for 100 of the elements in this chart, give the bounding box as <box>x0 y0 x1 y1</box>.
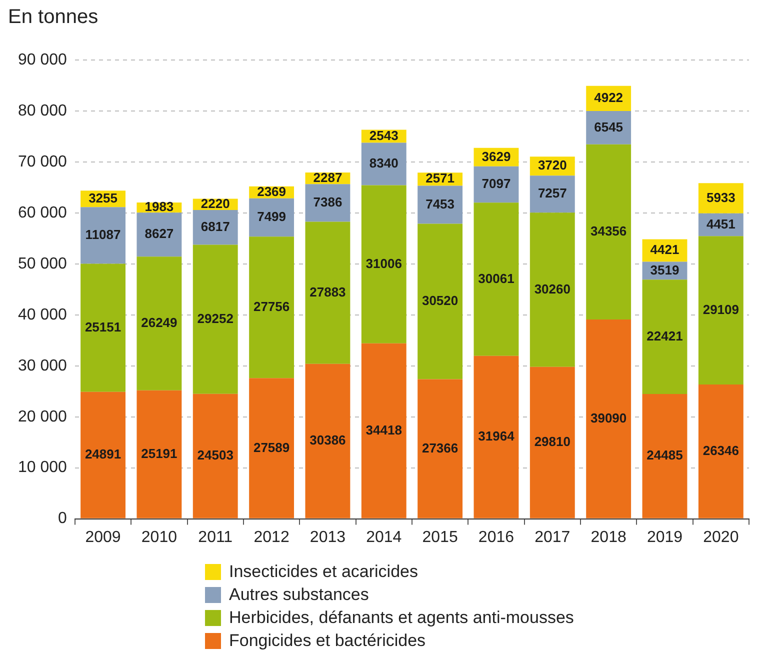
data-label: 3519 <box>650 262 680 278</box>
y-axis-title: En tonnes <box>8 6 98 29</box>
data-label: 2543 <box>369 128 398 143</box>
data-label: 27883 <box>310 284 346 300</box>
x-tick-label: 2015 <box>422 528 458 546</box>
legend-label: Autres substances <box>229 584 369 604</box>
data-label: 5933 <box>706 190 736 205</box>
x-tick-label: 2017 <box>534 528 570 546</box>
x-tick-label: 2013 <box>310 528 346 546</box>
data-label: 39090 <box>590 410 627 426</box>
data-label: 7386 <box>313 194 342 210</box>
data-label: 30386 <box>310 432 346 448</box>
bar <box>642 280 688 394</box>
bar <box>136 390 182 518</box>
data-label: 8340 <box>369 156 398 171</box>
data-label: 4451 <box>706 216 736 232</box>
bar <box>361 343 406 518</box>
data-label: 30260 <box>534 281 570 296</box>
bar <box>530 366 575 518</box>
bar <box>361 185 406 344</box>
bar <box>249 198 294 237</box>
data-label: 30520 <box>422 293 458 308</box>
bar <box>698 236 744 384</box>
bar <box>698 384 744 518</box>
data-label: 29109 <box>702 302 739 317</box>
y-tick-label: 50 000 <box>18 255 68 272</box>
bar <box>418 224 463 380</box>
bar <box>249 236 294 378</box>
y-tick-label: 40 000 <box>18 306 68 324</box>
x-tick-label: 2012 <box>254 528 290 546</box>
bar <box>474 356 519 518</box>
bar <box>192 244 238 394</box>
data-label: 1983 <box>144 199 174 214</box>
data-label: 11087 <box>85 227 121 242</box>
data-label: 2369 <box>257 184 286 199</box>
data-label: 3720 <box>538 158 567 173</box>
y-tick-label: 80 000 <box>18 102 68 120</box>
data-label: 26346 <box>702 442 739 458</box>
x-tick-label: 2019 <box>646 528 683 546</box>
data-label: 27756 <box>253 298 290 314</box>
x-tick-label: 2010 <box>141 528 178 546</box>
data-label: 3629 <box>482 148 511 164</box>
data-label: 8627 <box>144 226 174 242</box>
x-tick-label: 2020 <box>703 528 739 546</box>
data-label: 4421 <box>650 242 680 258</box>
y-tick-label: 20 000 <box>18 408 68 426</box>
data-label: 30061 <box>478 270 514 286</box>
data-label: 2571 <box>426 170 455 186</box>
data-label: 26249 <box>141 315 178 330</box>
bar <box>305 184 350 222</box>
bar <box>80 207 126 264</box>
bar <box>418 186 463 224</box>
x-tick-label: 2009 <box>85 528 121 546</box>
bar <box>249 378 294 518</box>
y-tick-label: 60 000 <box>18 204 68 222</box>
bar <box>80 264 126 392</box>
bar <box>192 210 238 245</box>
y-tick-label: 0 <box>58 510 68 528</box>
y-tick-label: 10 000 <box>18 459 68 476</box>
bar <box>642 394 688 518</box>
data-label: 6545 <box>594 119 624 134</box>
data-label: 4922 <box>594 90 624 106</box>
data-label: 34418 <box>366 422 402 438</box>
bar <box>136 256 182 390</box>
data-label: 3255 <box>88 190 118 206</box>
data-label: 6817 <box>200 218 230 234</box>
bar <box>192 394 238 518</box>
y-tick-label: 70 000 <box>18 153 68 170</box>
data-label: 24485 <box>646 448 683 463</box>
y-tick-label: 90 000 <box>18 51 68 68</box>
bar <box>418 379 463 518</box>
data-label: 7257 <box>538 186 567 201</box>
data-label: 2287 <box>313 170 342 185</box>
bar <box>136 212 182 257</box>
data-label: 7499 <box>257 209 286 224</box>
bar <box>530 212 575 367</box>
bar <box>530 176 575 213</box>
data-label: 7097 <box>482 176 511 192</box>
data-label: 29252 <box>197 310 234 326</box>
x-tick-label: 2018 <box>590 528 626 546</box>
data-label: 22421 <box>646 328 683 344</box>
data-label: 31964 <box>478 428 516 444</box>
bar <box>474 202 519 356</box>
y-tick-label: 30 000 <box>18 357 68 374</box>
data-label: 2220 <box>200 196 230 211</box>
data-label: 29810 <box>534 434 570 450</box>
bar <box>305 222 350 364</box>
bar <box>361 142 406 186</box>
legend-label: Insecticides et acaricides <box>229 562 418 582</box>
data-label: 24503 <box>197 448 234 463</box>
bar <box>80 392 126 518</box>
data-label: 24891 <box>84 446 122 462</box>
legend-label: Fongicides et bactéricides <box>229 630 426 650</box>
bar <box>586 144 632 320</box>
bar <box>586 320 632 518</box>
x-tick-label: 2016 <box>478 528 514 546</box>
data-label: 27589 <box>253 440 290 455</box>
data-label: 34356 <box>590 224 627 239</box>
x-tick-label: 2011 <box>198 528 233 546</box>
data-label: 31006 <box>366 256 402 271</box>
